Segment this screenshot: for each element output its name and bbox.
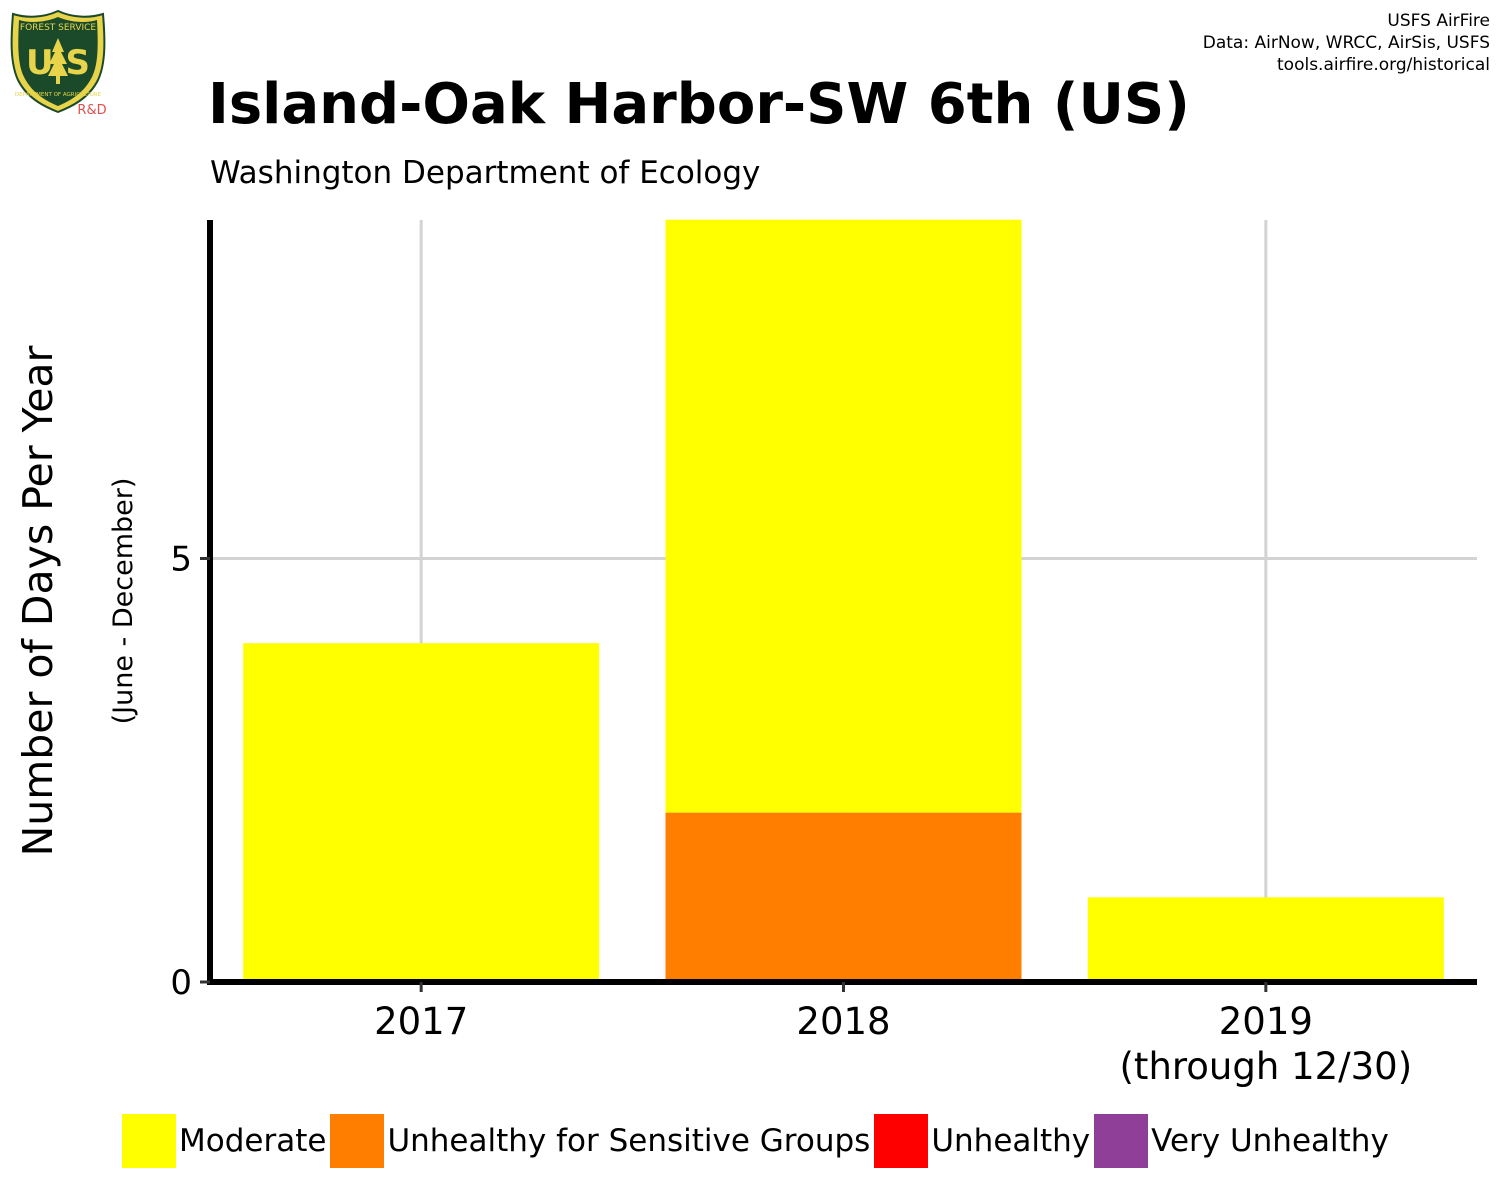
legend: Moderate Unhealthy for Sensitive Groups …	[122, 1114, 1393, 1168]
legend-item-very-unhealthy: Very Unhealthy	[1094, 1114, 1389, 1168]
x-tick-label: 2019	[1219, 1000, 1313, 1043]
legend-label: Very Unhealthy	[1151, 1123, 1389, 1159]
logo-bottom-text: DEPARTMENT OF AGRICULTURE	[15, 92, 102, 98]
chart-title: Island-Oak Harbor-SW 6th (US)	[208, 72, 1190, 137]
x-tick-label: 2018	[796, 1000, 890, 1043]
legend-label: Unhealthy for Sensitive Groups	[387, 1123, 871, 1159]
tree-icon	[48, 38, 68, 76]
bar-segment	[665, 812, 1022, 982]
credit-line: Data: AirNow, WRCC, AirSis, USFS	[1202, 33, 1490, 53]
y-axis-label: Number of Days Per Year	[14, 345, 62, 856]
y-axis-sublabel: (June - December)	[108, 478, 139, 725]
legend-item-moderate: Moderate	[122, 1114, 326, 1168]
legend-item-unhealthy: Unhealthy	[874, 1114, 1090, 1168]
legend-item-usg: Unhealthy for Sensitive Groups	[330, 1114, 870, 1168]
bar-segment	[1087, 897, 1444, 982]
legend-label: Moderate	[179, 1123, 327, 1159]
legend-swatch	[122, 1114, 176, 1168]
legend-swatch	[1094, 1114, 1149, 1168]
credit-line: tools.airfire.org/historical	[1277, 55, 1490, 75]
logo-top-text: FOREST SERVICE	[20, 23, 97, 33]
legend-swatch	[874, 1114, 929, 1168]
chart-subtitle: Washington Department of Ecology	[210, 155, 761, 191]
bar-chart: 0 5 2017 2018 2019(through 12/30) Number of D…	[14, 219, 1477, 1088]
bar-segment	[665, 219, 1022, 813]
x-tick-sublabel: (through 12/30)	[1120, 1045, 1413, 1088]
legend-swatch	[330, 1114, 385, 1168]
credits: USFS AirFire Data: AirNow, WRCC, AirSis,…	[1203, 10, 1490, 76]
logo-rd-text: R&D	[77, 103, 106, 118]
y-tick-label: 5	[170, 540, 192, 580]
bar-segment	[243, 643, 600, 982]
credit-line: USFS AirFire	[1387, 11, 1490, 31]
forest-service-logo: FOREST SERVICE U S DEPARTMENT OF AGRICUL…	[10, 9, 107, 118]
legend-label: Unhealthy	[931, 1123, 1091, 1159]
x-tick-label: 2017	[374, 1000, 468, 1043]
y-tick-label: 0	[170, 963, 192, 1003]
